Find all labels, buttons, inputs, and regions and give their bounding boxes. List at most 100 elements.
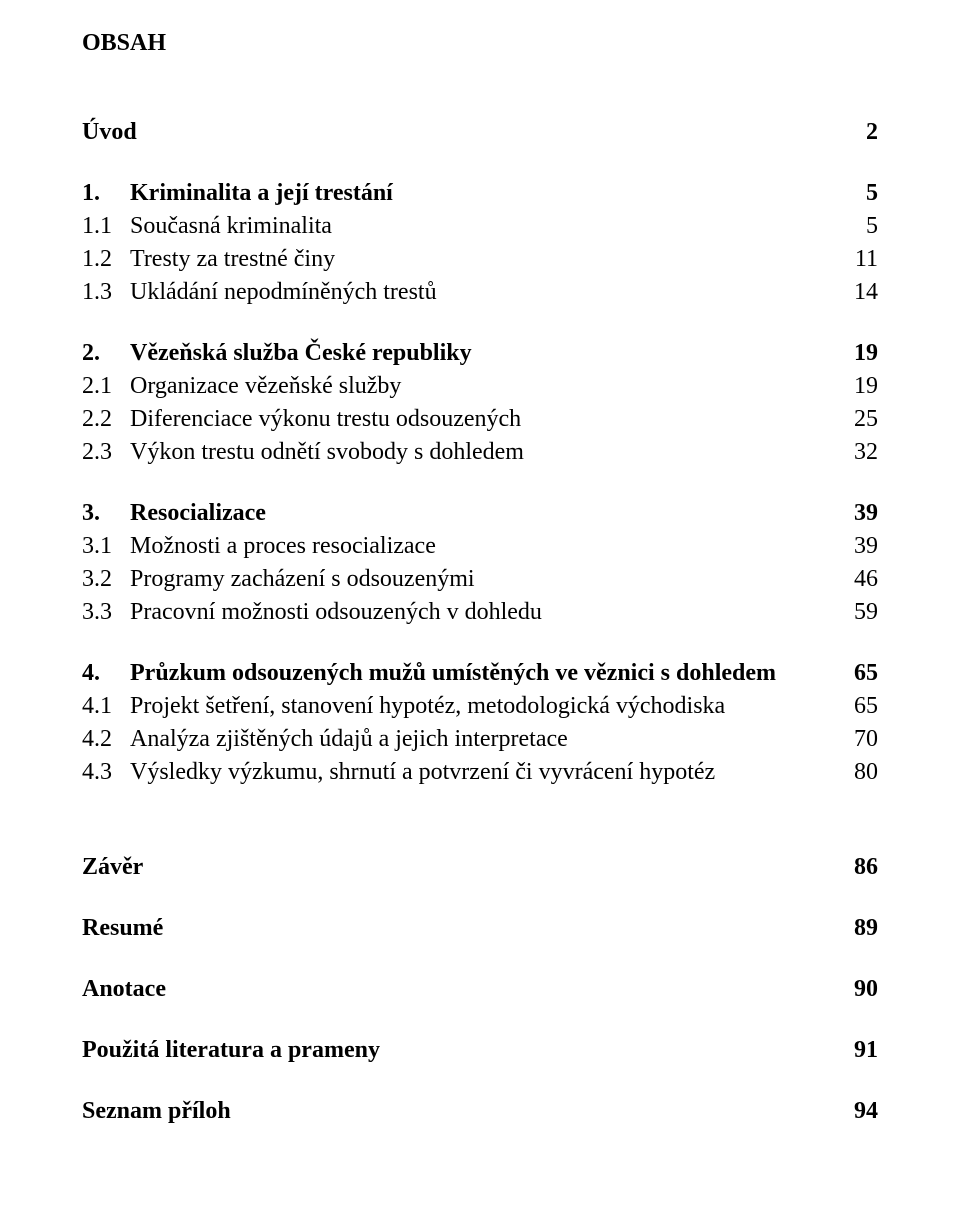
- toc-item-number: 4.1: [82, 693, 130, 720]
- toc-heading-left: 1. Kriminalita a její trestání: [82, 180, 838, 207]
- toc-item: 1.1 Současná kriminalita 5: [82, 213, 878, 240]
- toc-section-heading: 2. Vězeňská služba České republiky 19: [82, 340, 878, 367]
- toc-item-page: 59: [838, 599, 878, 626]
- toc-item-label: Výkon trestu odnětí svobody s dohledem: [130, 439, 524, 466]
- toc-item-left: 1.3 Ukládání nepodmíněných trestů: [82, 279, 838, 306]
- toc-item-left: 1.1 Současná kriminalita: [82, 213, 838, 240]
- toc-section-heading: 3. Resocializace 39: [82, 500, 878, 527]
- toc-heading-left: 4. Průzkum odsouzených mužů umístěných v…: [82, 660, 838, 687]
- toc-heading-number: 3.: [82, 500, 130, 527]
- toc-item: 1.3 Ukládání nepodmíněných trestů 14: [82, 279, 878, 306]
- toc-item-label: Výsledky výzkumu, shrnutí a potvrzení či…: [130, 759, 715, 786]
- toc-end-page: 91: [838, 1037, 878, 1064]
- toc-end-left: Použitá literatura a prameny: [82, 1037, 838, 1064]
- toc-end-label: Anotace: [82, 976, 166, 1003]
- spacer: [82, 820, 878, 854]
- toc-end-left: Resumé: [82, 915, 838, 942]
- toc-item-label: Diferenciace výkonu trestu odsouzených: [130, 406, 521, 433]
- toc-item-number: 1.2: [82, 246, 130, 273]
- toc-item-page: 5: [838, 213, 878, 240]
- toc-section-heading: 1. Kriminalita a její trestání 5: [82, 180, 878, 207]
- toc-end-section: Závěr 86 Resumé 89 Anotace 90 Použitá li…: [82, 854, 878, 1125]
- toc-item-page: 25: [838, 406, 878, 433]
- toc-heading-number: 1.: [82, 180, 130, 207]
- toc-heading-page: 19: [838, 340, 878, 367]
- toc-end-label: Seznam příloh: [82, 1098, 231, 1125]
- toc-section-2: 2. Vězeňská služba České republiky 19 2.…: [82, 340, 878, 466]
- toc-heading-label: Resocializace: [130, 500, 266, 527]
- toc-item-label: Programy zacházení s odsouzenými: [130, 566, 475, 593]
- document-title: OBSAH: [82, 30, 878, 57]
- toc-item-number: 3.2: [82, 566, 130, 593]
- toc-item: 3.3 Pracovní možnosti odsouzených v dohl…: [82, 599, 878, 626]
- toc-item-page: 32: [838, 439, 878, 466]
- toc-item-label: Ukládání nepodmíněných trestů: [130, 279, 437, 306]
- toc-end-label: Resumé: [82, 915, 163, 942]
- toc-heading-label: Průzkum odsouzených mužů umístěných ve v…: [130, 660, 776, 687]
- toc-item-left: 4.2 Analýza zjištěných údajů a jejich in…: [82, 726, 838, 753]
- toc-item-left: 4.3 Výsledky výzkumu, shrnutí a potvrzen…: [82, 759, 838, 786]
- toc-item-number: 4.3: [82, 759, 130, 786]
- toc-heading-page: 65: [838, 660, 878, 687]
- toc-item-left: 3.1 Možnosti a proces resocializace: [82, 533, 838, 560]
- toc-item-left: 1.2 Tresty za trestné činy: [82, 246, 838, 273]
- toc-item-page: 65: [838, 693, 878, 720]
- toc-item-number: 1.3: [82, 279, 130, 306]
- toc-item-number: 2.3: [82, 439, 130, 466]
- toc-item: 4.3 Výsledky výzkumu, shrnutí a potvrzen…: [82, 759, 878, 786]
- toc-end-page: 94: [838, 1098, 878, 1125]
- toc-item-page: 14: [838, 279, 878, 306]
- toc-item-number: 3.1: [82, 533, 130, 560]
- toc-item-label: Projekt šetření, stanovení hypotéz, meto…: [130, 693, 725, 720]
- toc-item: 2.1 Organizace vězeňské služby 19: [82, 373, 878, 400]
- toc-item-label: Možnosti a proces resocializace: [130, 533, 436, 560]
- toc-item-page: 11: [838, 246, 878, 273]
- toc-item-label: Analýza zjištěných údajů a jejich interp…: [130, 726, 568, 753]
- toc-item-left: 3.3 Pracovní možnosti odsouzených v dohl…: [82, 599, 838, 626]
- toc-item-left: 2.2 Diferenciace výkonu trestu odsouzený…: [82, 406, 838, 433]
- toc-end-row: Závěr 86: [82, 854, 878, 881]
- toc-item-page: 70: [838, 726, 878, 753]
- toc-heading-left: 2. Vězeňská služba České republiky: [82, 340, 838, 367]
- toc-item-label: Organizace vězeňské služby: [130, 373, 401, 400]
- toc-item: 4.1 Projekt šetření, stanovení hypotéz, …: [82, 693, 878, 720]
- toc-item-page: 19: [838, 373, 878, 400]
- toc-section-3: 3. Resocializace 39 3.1 Možnosti a proce…: [82, 500, 878, 626]
- toc-item-label: Současná kriminalita: [130, 213, 332, 240]
- toc-intro-label: Úvod: [82, 119, 137, 146]
- toc-heading-page: 5: [838, 180, 878, 207]
- toc-intro-row: Úvod 2: [82, 119, 878, 146]
- toc-end-page: 89: [838, 915, 878, 942]
- toc-item: 4.2 Analýza zjištěných údajů a jejich in…: [82, 726, 878, 753]
- toc-end-label: Závěr: [82, 854, 143, 881]
- toc-item-page: 46: [838, 566, 878, 593]
- toc-end-row: Resumé 89: [82, 915, 878, 942]
- toc-item-number: 4.2: [82, 726, 130, 753]
- toc-item-left: 3.2 Programy zacházení s odsouzenými: [82, 566, 838, 593]
- toc-end-row: Anotace 90: [82, 976, 878, 1003]
- toc-item: 2.2 Diferenciace výkonu trestu odsouzený…: [82, 406, 878, 433]
- toc-section-1: 1. Kriminalita a její trestání 5 1.1 Sou…: [82, 180, 878, 306]
- toc-heading-left: 3. Resocializace: [82, 500, 838, 527]
- toc-section-heading: 4. Průzkum odsouzených mužů umístěných v…: [82, 660, 878, 687]
- toc-item: 3.2 Programy zacházení s odsouzenými 46: [82, 566, 878, 593]
- toc-item-number: 1.1: [82, 213, 130, 240]
- toc-item-label: Pracovní možnosti odsouzených v dohledu: [130, 599, 542, 626]
- toc-item: 2.3 Výkon trestu odnětí svobody s dohled…: [82, 439, 878, 466]
- toc-item-number: 2.2: [82, 406, 130, 433]
- toc-end-left: Seznam příloh: [82, 1098, 838, 1125]
- toc-end-row: Seznam příloh 94: [82, 1098, 878, 1125]
- toc-item-number: 2.1: [82, 373, 130, 400]
- toc-heading-label: Kriminalita a její trestání: [130, 180, 393, 207]
- toc-end-row: Použitá literatura a prameny 91: [82, 1037, 878, 1064]
- toc-end-left: Anotace: [82, 976, 838, 1003]
- toc-intro-left: Úvod: [82, 119, 838, 146]
- toc-item-number: 3.3: [82, 599, 130, 626]
- toc-heading-page: 39: [838, 500, 878, 527]
- toc-end-left: Závěr: [82, 854, 838, 881]
- toc-item-label: Tresty za trestné činy: [130, 246, 335, 273]
- toc-item-page: 39: [838, 533, 878, 560]
- toc-end-page: 86: [838, 854, 878, 881]
- page-container: OBSAH Úvod 2 1. Kriminalita a její trest…: [0, 0, 960, 1222]
- toc-end-page: 90: [838, 976, 878, 1003]
